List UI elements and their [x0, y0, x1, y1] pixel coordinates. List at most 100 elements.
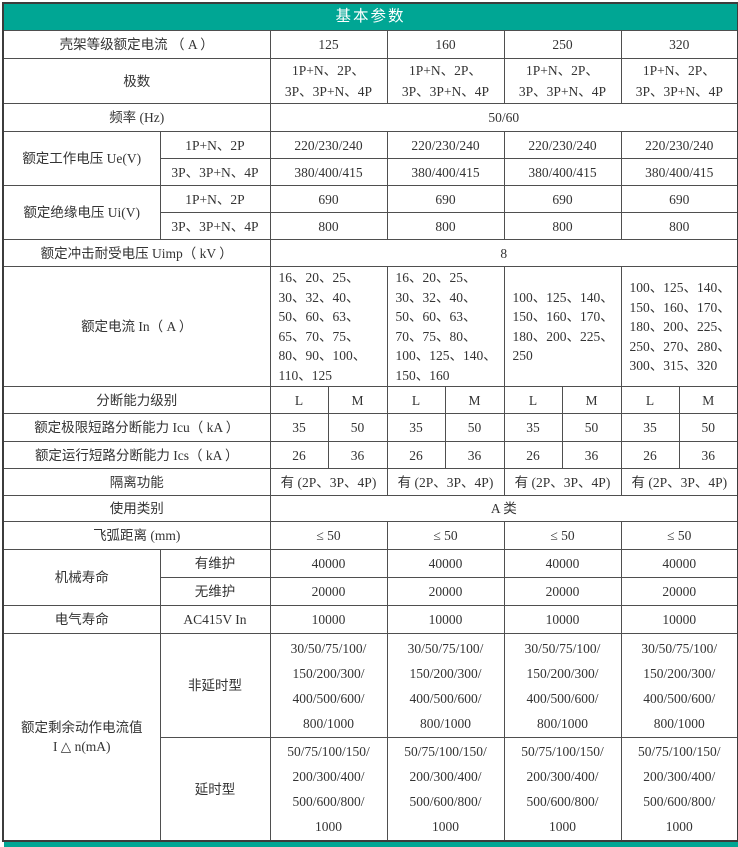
value-cell: 100、125、140、 150、160、170、 180、200、225、 2… [503, 266, 622, 388]
row-label: 分断能力级别 [2, 386, 271, 415]
value-cell: 690 [503, 185, 622, 214]
row-label: 额定绝缘电压 Ui(V) [2, 185, 161, 241]
value-cell: 30/50/75/100/ 150/200/300/ 400/500/600/ … [620, 633, 738, 739]
value-cell: 160 [386, 30, 505, 60]
value-cell: 690 [620, 185, 738, 214]
row-label: 使用类别 [2, 495, 271, 523]
value-cell: 1P+N、2P、 3P、3P+N、4P [269, 58, 388, 105]
value-cell: 10000 [620, 605, 738, 635]
value-cell: 800 [269, 212, 388, 241]
row-label: 隔离功能 [2, 468, 271, 497]
row-label: 壳架等级额定电流 （ A ） [2, 30, 271, 60]
value-cell: 1P+N、2P、 3P、3P+N、4P [503, 58, 622, 105]
value-cell: 100、125、140、 150、160、170、 180、200、225、 2… [620, 266, 738, 388]
row-uimp: 额定冲击耐受电压 Uimp（ kV ） 8 [2, 239, 738, 268]
value-cell: 26 [386, 441, 446, 470]
value-cell: 380/400/415 [503, 158, 622, 187]
sub-label: AC415V In [159, 605, 271, 635]
value-cell: 有 (2P、3P、4P) [503, 468, 622, 497]
value-cell: 250 [503, 30, 622, 60]
value-cell: M [444, 386, 505, 415]
value-cell: A 类 [269, 495, 738, 523]
value-cell: 40000 [620, 549, 738, 579]
value-cell: L [503, 386, 563, 415]
value-cell: ≤ 50 [620, 521, 738, 551]
value-cell: 50 [444, 413, 505, 443]
value-cell: 26 [269, 441, 329, 470]
row-label: 频率 (Hz) [2, 103, 271, 133]
value-cell: 380/400/415 [620, 158, 738, 187]
value-cell: L [269, 386, 329, 415]
value-cell: 1P+N、2P、 3P、3P+N、4P [386, 58, 505, 105]
value-cell: 125 [269, 30, 388, 60]
value-cell: 50 [327, 413, 388, 443]
value-cell: 220/230/240 [503, 131, 622, 160]
value-cell: 35 [503, 413, 563, 443]
value-cell: 8 [269, 239, 738, 268]
value-cell: 220/230/240 [620, 131, 738, 160]
value-cell: 20000 [620, 577, 738, 607]
value-cell: 1P+N、2P、 3P、3P+N、4P [620, 58, 738, 105]
value-cell: 20000 [503, 577, 622, 607]
table-title: 基本参数 [2, 2, 738, 32]
table-title-row: 基本参数 [2, 2, 738, 32]
value-cell: M [678, 386, 738, 415]
value-cell: 40000 [269, 549, 388, 579]
value-cell: 36 [327, 441, 388, 470]
value-cell: 690 [269, 185, 388, 214]
row-rated-current: 额定电流 In（ A ） 16、20、25、 30、32、40、 50、60、6… [2, 266, 738, 388]
bottom-accent-bar [4, 842, 738, 847]
value-cell: 35 [269, 413, 329, 443]
value-cell: 有 (2P、3P、4P) [269, 468, 388, 497]
value-cell: 800 [503, 212, 622, 241]
value-cell: ≤ 50 [386, 521, 505, 551]
row-poles: 极数 1P+N、2P、 3P、3P+N、4P 1P+N、2P、 3P、3P+N、… [2, 58, 738, 105]
value-cell: 50/75/100/150/ 200/300/400/ 500/600/800/… [620, 737, 738, 842]
value-cell: 800 [386, 212, 505, 241]
value-cell: ≤ 50 [269, 521, 388, 551]
value-cell: M [327, 386, 388, 415]
row-arc-distance: 飞弧距离 (mm) ≤ 50 ≤ 50 ≤ 50 ≤ 50 [2, 521, 738, 551]
row-label: 额定工作电压 Ue(V) [2, 131, 161, 187]
value-cell: 20000 [269, 577, 388, 607]
row-icu: 额定极限短路分断能力 Icu（ kA ） 35 50 35 50 35 50 3… [2, 413, 738, 443]
row-ue-2: 3P、3P+N、4P 380/400/415 380/400/415 380/4… [3, 158, 738, 187]
sub-label: 1P+N、2P [159, 185, 271, 214]
sub-label: 3P、3P+N、4P [159, 212, 271, 241]
value-cell: 50 [678, 413, 738, 443]
value-cell: ≤ 50 [503, 521, 622, 551]
value-cell: 690 [386, 185, 505, 214]
row-isolation: 隔离功能 有 (2P、3P、4P) 有 (2P、3P、4P) 有 (2P、3P、… [2, 468, 738, 497]
row-label: 额定电流 In（ A ） [2, 266, 271, 388]
value-cell: 320 [620, 30, 738, 60]
row-label: 飞弧距离 (mm) [2, 521, 271, 551]
value-cell: 35 [386, 413, 446, 443]
value-cell: 10000 [269, 605, 388, 635]
value-cell: 36 [444, 441, 505, 470]
row-label: 额定冲击耐受电压 Uimp（ kV ） [2, 239, 271, 268]
value-cell: 30/50/75/100/ 150/200/300/ 400/500/600/ … [386, 633, 505, 739]
value-cell: 30/50/75/100/ 150/200/300/ 400/500/600/ … [503, 633, 622, 739]
row-label: 额定运行短路分断能力 Ics（ kA ） [2, 441, 271, 470]
value-cell: 40000 [386, 549, 505, 579]
row-category: 使用类别 A 类 [2, 495, 738, 523]
value-cell: 有 (2P、3P、4P) [386, 468, 505, 497]
row-ui-1: 额定绝缘电压 Ui(V) 1P+N、2P 690 690 690 690 [2, 185, 738, 241]
row-label: 额定剩余动作电流值 I △ n(mA) [2, 633, 161, 842]
row-ue-1: 额定工作电压 Ue(V) 1P+N、2P 220/230/240 220/230… [2, 131, 738, 187]
value-cell: L [386, 386, 446, 415]
value-cell: 10000 [503, 605, 622, 635]
value-cell: 16、20、25、 30、32、40、 50、60、63、 70、75、80、 … [386, 266, 505, 388]
row-mech-life-1: 机械寿命 有维护 40000 40000 40000 40000 [2, 549, 738, 607]
row-breaking-class: 分断能力级别 L M L M L M L M [2, 386, 738, 415]
value-cell: 380/400/415 [269, 158, 388, 187]
value-cell: 50 [561, 413, 622, 443]
value-cell: 36 [678, 441, 738, 470]
row-frequency: 频率 (Hz) 50/60 [2, 103, 738, 133]
value-cell: 50/75/100/150/ 200/300/400/ 500/600/800/… [503, 737, 622, 842]
value-cell: 50/75/100/150/ 200/300/400/ 500/600/800/… [269, 737, 388, 842]
row-ics: 额定运行短路分断能力 Ics（ kA ） 26 36 26 36 26 36 2… [2, 441, 738, 470]
row-elec-life: 电气寿命 AC415V In 10000 10000 10000 10000 [2, 605, 738, 635]
